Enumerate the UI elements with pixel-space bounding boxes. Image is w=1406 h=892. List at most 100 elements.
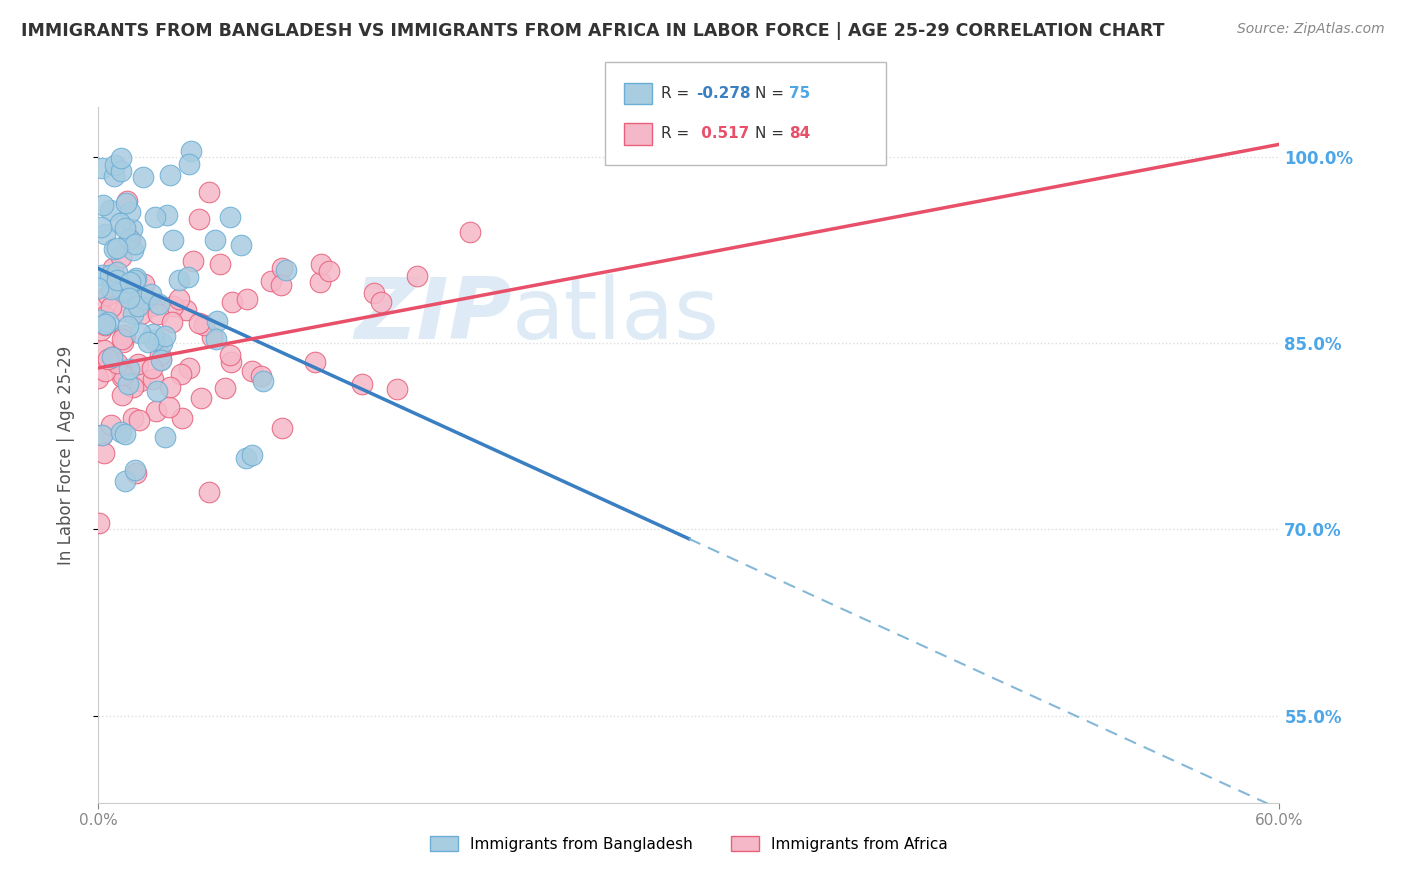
Point [387,383,409,397]
Point [271,421,294,435]
Point [177,157,200,171]
Point [117,377,139,392]
Text: ZIP: ZIP [354,274,512,358]
Point [143,333,166,347]
Text: R =: R = [661,127,695,141]
Point [112,303,135,318]
Point [153,430,176,444]
Point [197,186,219,200]
Point [153,329,176,343]
Point [112,368,135,383]
Point [90,323,112,337]
Point [118,232,141,246]
Text: N =: N = [755,127,789,141]
Point [103,242,125,256]
Point [167,292,190,306]
Point [406,269,429,284]
Text: IMMIGRANTS FROM BANGLADESH VS IMMIGRANTS FROM AFRICA IN LABOR FORCE | AGE 25-29 : IMMIGRANTS FROM BANGLADESH VS IMMIGRANTS… [21,22,1164,40]
Point [221,295,243,310]
Point [93,446,115,460]
Point [205,332,228,346]
Point [91,197,114,211]
Point [100,285,122,300]
Point [318,264,340,278]
Point [193,318,215,332]
Point [121,222,143,236]
Point [249,368,271,383]
Point [136,335,159,350]
Point [97,316,120,330]
Point [352,377,374,392]
Point [94,309,117,323]
Text: R =: R = [661,87,695,101]
Point [235,450,257,465]
Point [121,243,143,257]
Point [114,195,136,210]
Point [188,211,211,226]
Point [91,268,114,282]
Point [90,428,112,442]
Legend: Immigrants from Bangladesh, Immigrants from Africa: Immigrants from Bangladesh, Immigrants f… [425,830,953,858]
Point [94,317,117,331]
Point [162,233,184,247]
Point [87,281,110,295]
Point [150,335,173,350]
Point [90,428,112,442]
Point [111,332,134,346]
Point [363,285,385,300]
Point [181,254,204,268]
Point [180,145,202,159]
Point [97,288,120,302]
Point [101,260,124,275]
Point [105,272,128,286]
Y-axis label: In Labor Force | Age 25-29: In Labor Force | Age 25-29 [56,345,75,565]
Text: 75: 75 [789,87,810,101]
Point [105,241,128,255]
Point [100,282,122,296]
Point [132,292,155,306]
Point [131,170,153,185]
Point [112,328,135,343]
Point [118,275,141,289]
Point [219,210,242,224]
Point [114,221,136,235]
Point [276,263,298,277]
Point [148,297,170,311]
Point [93,343,115,358]
Point [177,269,200,284]
Text: Source: ZipAtlas.com: Source: ZipAtlas.com [1237,22,1385,37]
Point [124,273,146,287]
Point [219,355,242,369]
Point [105,264,128,278]
Point [110,250,132,264]
Point [204,234,226,248]
Point [120,205,142,219]
Point [125,270,148,285]
Point [128,374,150,388]
Point [309,257,332,271]
Point [149,353,172,368]
Point [94,364,117,378]
Point [142,327,165,342]
Point [115,285,138,300]
Point [127,300,149,314]
Point [127,357,149,371]
Point [160,314,183,328]
Point [100,300,122,314]
Point [304,354,326,368]
Point [129,307,152,321]
Point [122,380,145,394]
Point [118,232,141,246]
Point [124,463,146,477]
Text: -0.278: -0.278 [696,87,751,101]
Point [308,276,330,290]
Point [93,318,115,332]
Point [176,303,198,318]
Point [100,351,122,365]
Point [114,328,136,343]
Point [240,448,263,462]
Point [111,388,134,402]
Point [458,225,481,239]
Point [260,274,283,288]
Point [134,277,156,291]
